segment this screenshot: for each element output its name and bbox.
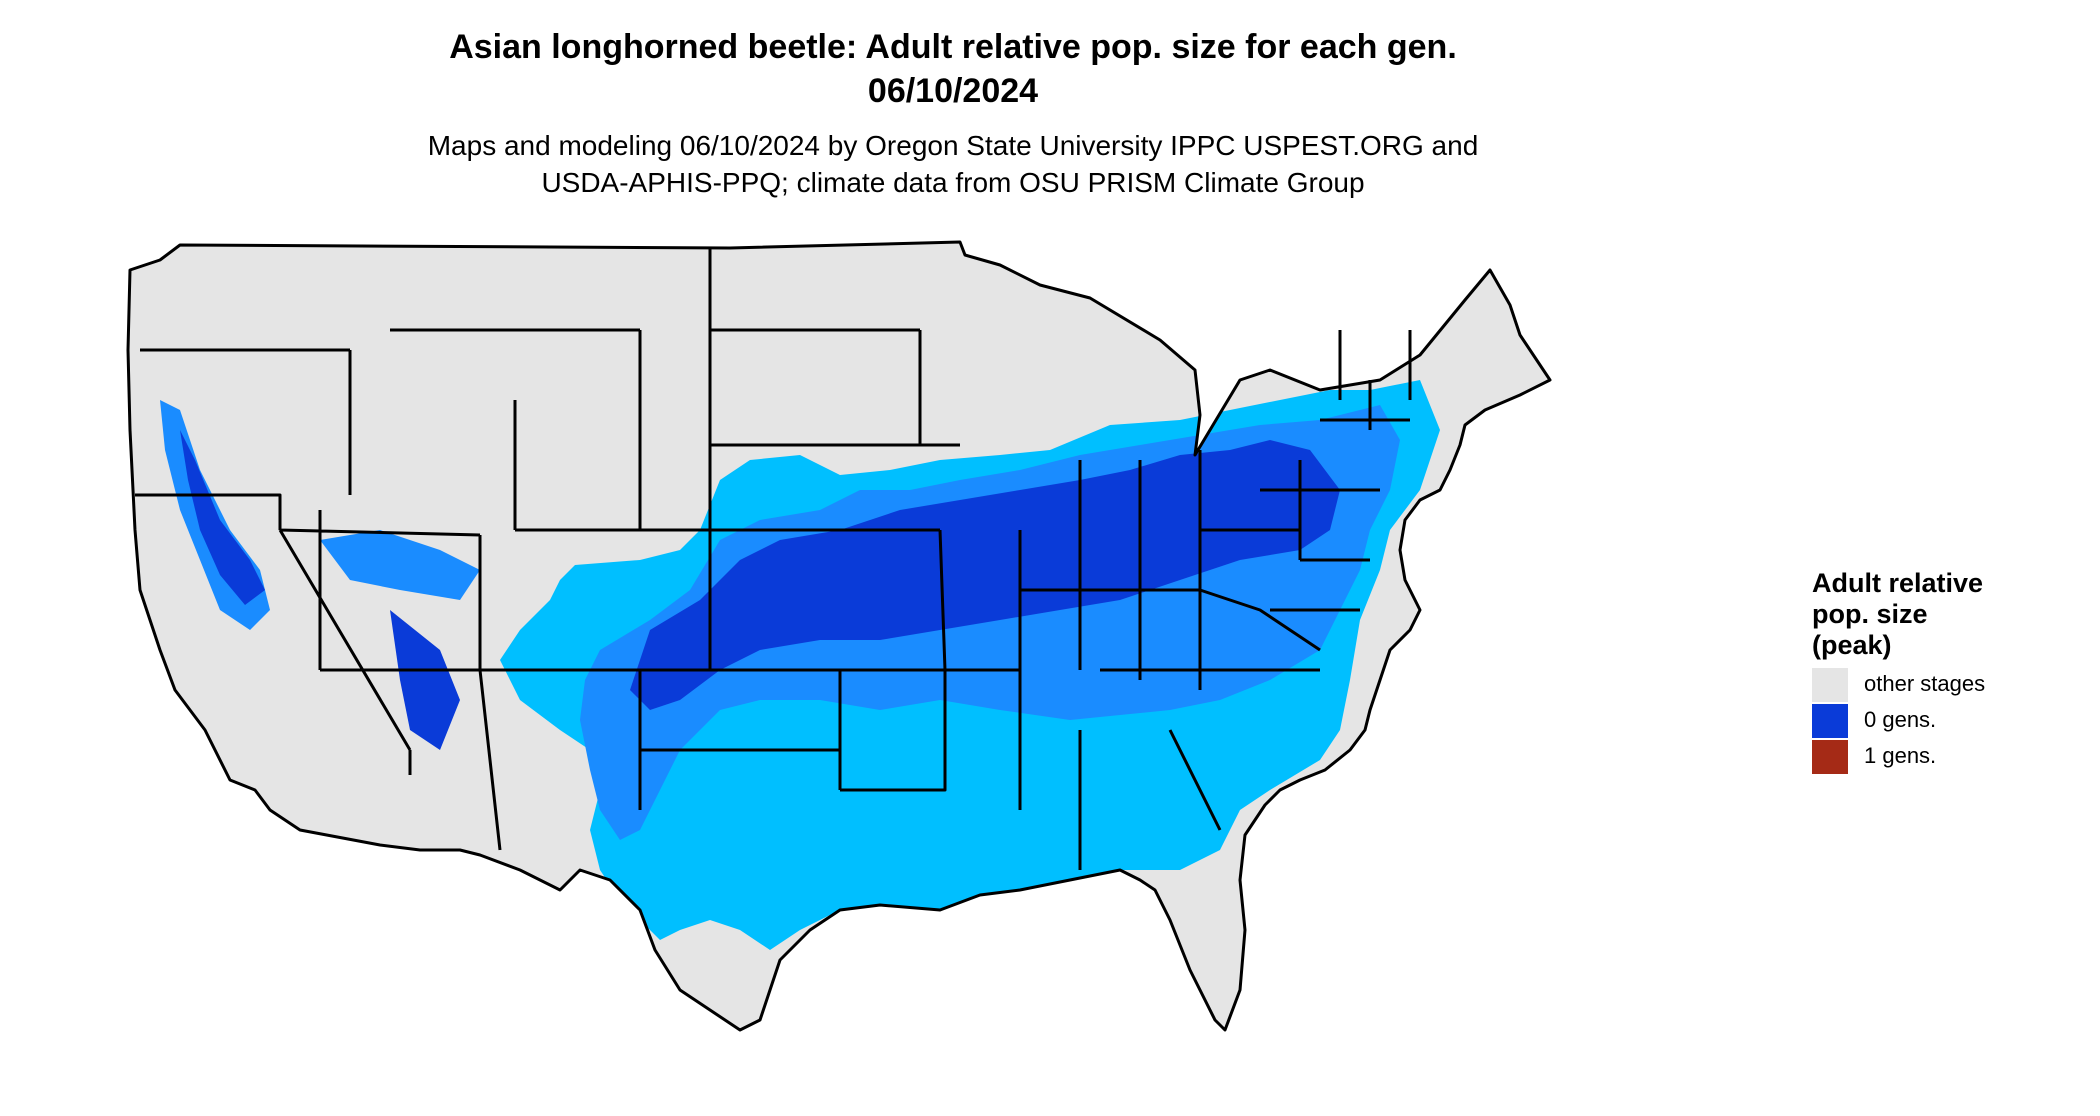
state-borders — [126, 240, 1552, 1032]
state-lines-central — [638, 248, 1320, 870]
legend-swatch — [1812, 740, 1848, 774]
legend-swatch — [1812, 668, 1848, 702]
us-map — [126, 240, 1552, 1032]
legend-swatch — [1812, 704, 1848, 738]
legend-title: Adult relative pop. size (peak) — [1812, 568, 1983, 661]
legend-title-line: pop. size — [1812, 599, 1928, 629]
legend-label: 1 gens. — [1864, 743, 1937, 768]
map-subtitle-line1: Maps and modeling 06/10/2024 by Oregon S… — [427, 130, 1479, 161]
region-west-4 — [390, 610, 460, 750]
map-subtitle-line2: USDA-APHIS-PPQ; climate data from OSU PR… — [541, 167, 1365, 198]
us-outline — [126, 240, 1552, 1032]
region-west-3 — [320, 530, 480, 600]
legend-title-line: Adult relative — [1812, 568, 1984, 598]
legend-title-line: (peak) — [1812, 630, 1892, 660]
region-west-2 — [180, 430, 265, 605]
state-lines-east — [1199, 330, 1412, 652]
legend-label: other stages — [1864, 671, 1986, 696]
map-date: 06/10/2024 — [867, 72, 1039, 110]
legend-label: 0 gens. — [1864, 707, 1937, 732]
map-title: Asian longhorned beetle: Adult relative … — [449, 28, 1457, 66]
state-lines-west — [135, 328, 712, 851]
region-high — [630, 440, 1340, 710]
